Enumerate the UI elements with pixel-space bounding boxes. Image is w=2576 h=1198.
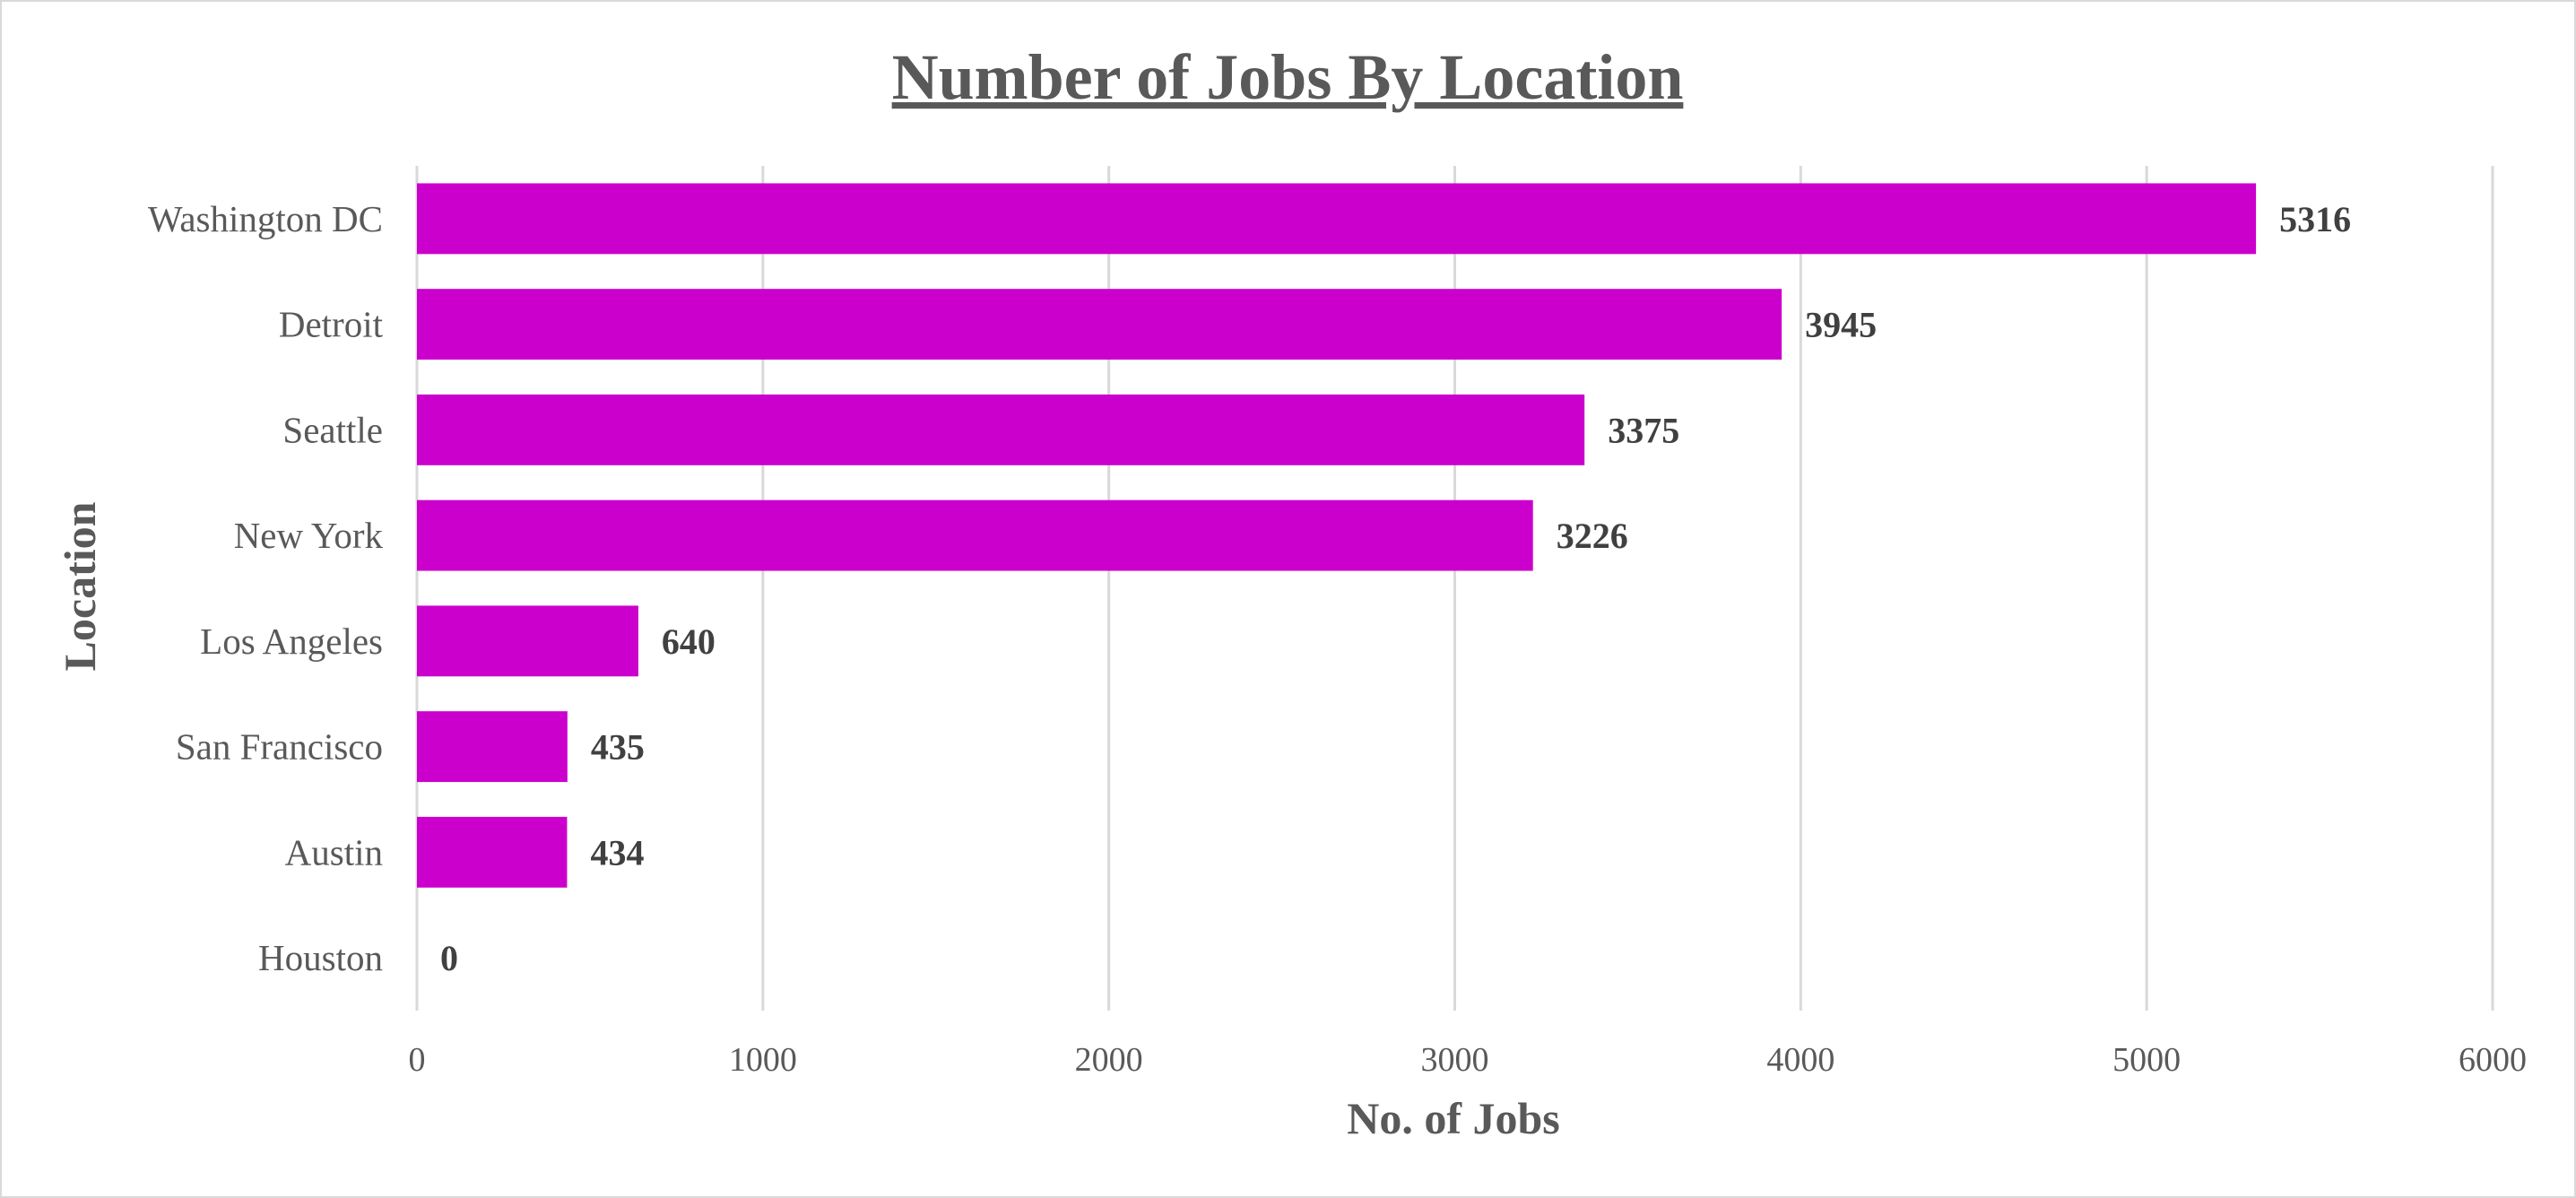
x-tick-label: 5000 [2112, 1041, 2181, 1079]
data-label: 3226 [1557, 516, 1628, 556]
data-label: 3945 [1805, 305, 1877, 345]
data-label: 3375 [1608, 410, 1679, 450]
bar [417, 711, 568, 783]
x-tick-label: 3000 [1421, 1041, 1489, 1079]
chart-title: Number of Jobs By Location [892, 41, 1684, 113]
tick-labels: 0 1000 2000 3000 4000 5000 6000 [409, 1041, 2528, 1079]
bar [417, 499, 1533, 571]
data-label: 434 [590, 832, 644, 872]
data-label: 640 [662, 621, 716, 662]
y-axis-title: Location [55, 501, 105, 671]
category-label: Houston [258, 937, 383, 978]
bars [417, 183, 2257, 888]
x-tick-label: 6000 [2459, 1041, 2527, 1079]
bar [417, 394, 1585, 465]
bar [417, 816, 568, 888]
data-label: 5316 [2279, 199, 2351, 239]
category-label: Washington DC [148, 198, 383, 239]
category-label: Los Angeles [200, 621, 383, 662]
category-label: San Francisco [176, 726, 383, 768]
bar [417, 605, 638, 677]
data-label: 0 [440, 938, 458, 978]
category-labels: Washington DC Detroit Seattle New York Los A… [148, 198, 384, 978]
x-tick-label: 0 [409, 1041, 426, 1079]
x-tick-label: 1000 [729, 1041, 797, 1079]
x-tick-label: 2000 [1075, 1041, 1143, 1079]
category-label: Detroit [279, 304, 384, 345]
data-label: 435 [591, 727, 645, 768]
category-label: Austin [285, 831, 383, 872]
category-label: Seattle [282, 409, 383, 450]
bar [417, 289, 1782, 360]
data-labels: 5316 3945 3375 3226 640 435 434 0 [440, 199, 2351, 978]
x-tick-label: 4000 [1766, 1041, 1834, 1079]
bar [417, 183, 2257, 255]
x-axis-title: No. of Jobs [1347, 1093, 1560, 1143]
category-label: New York [234, 515, 384, 556]
